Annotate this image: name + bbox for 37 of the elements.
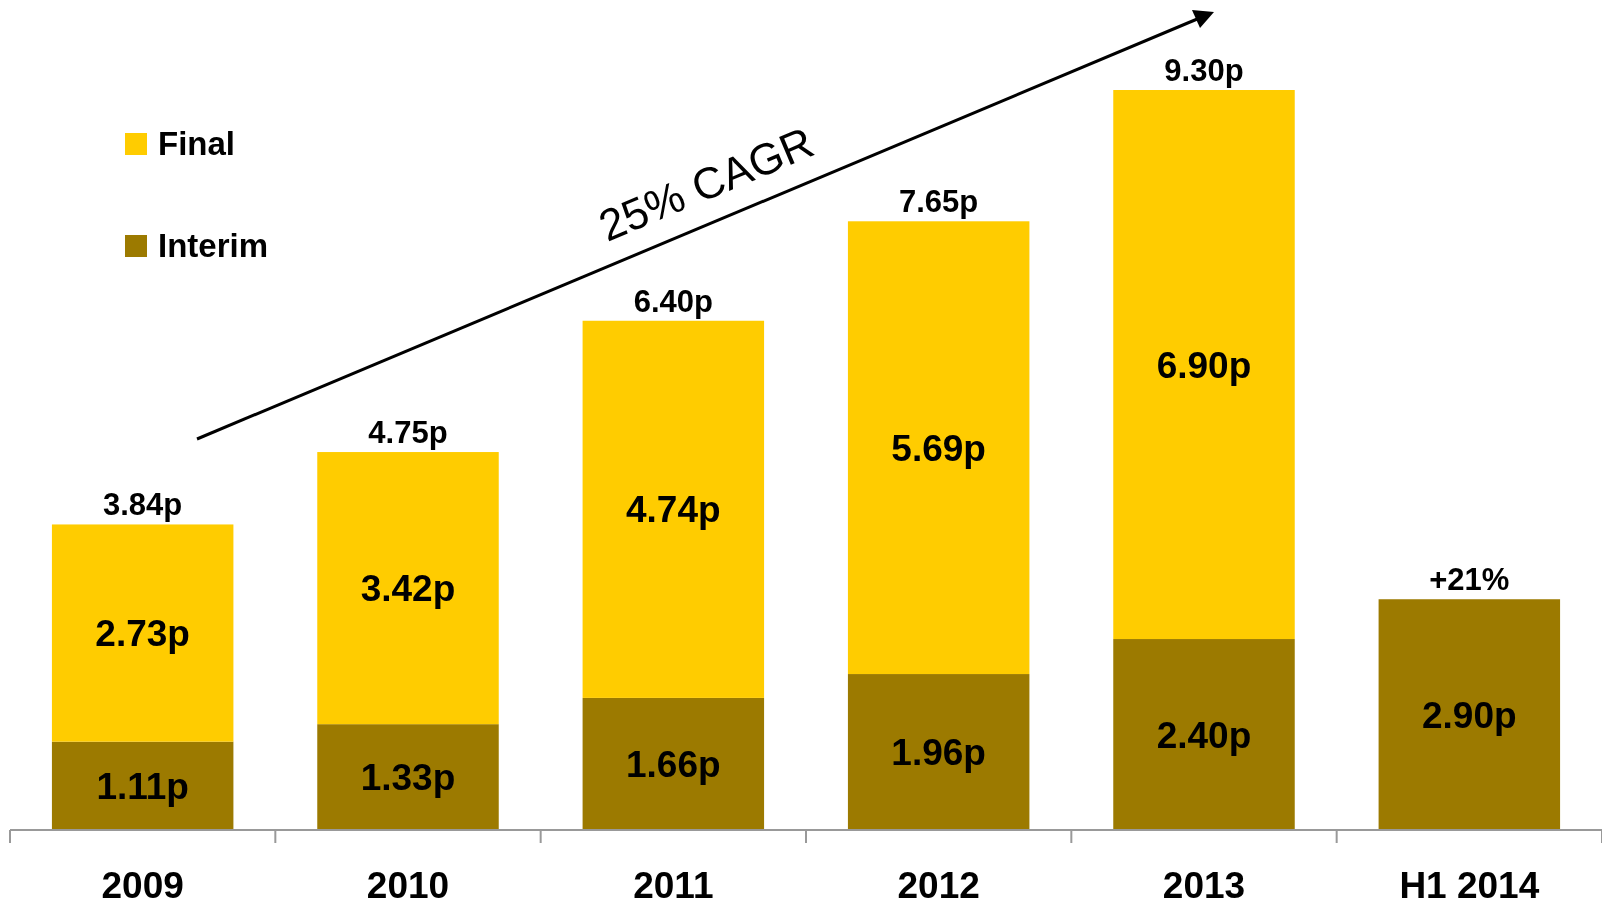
data-label: 1.96p: [891, 732, 986, 774]
total-label: 4.75p: [368, 415, 448, 451]
bar: [317, 452, 499, 725]
bar: [1113, 639, 1295, 830]
data-label: 2.90p: [1422, 694, 1517, 736]
data-label: 3.42p: [360, 568, 456, 610]
data-label: 2.73p: [95, 613, 190, 655]
data-label: 5.69p: [891, 427, 986, 469]
bar: [582, 320, 765, 698]
total-label: 3.84p: [103, 487, 183, 523]
annotation: +21%: [1429, 562, 1510, 598]
total-label: 6.40p: [633, 283, 713, 319]
x-tick-label: 2009: [101, 865, 184, 906]
data-label: 4.74p: [626, 489, 721, 531]
x-tick-label: H1 2014: [1399, 865, 1540, 906]
data-label: 1.33p: [360, 757, 456, 799]
legend-label: Final: [158, 125, 236, 162]
bar: [1378, 599, 1561, 830]
data-label: 1.11p: [96, 765, 189, 807]
annotation: 25% CAGR: [591, 117, 821, 251]
bar: [317, 724, 499, 830]
bar: [582, 697, 765, 830]
x-tick-label: 2010: [366, 865, 450, 906]
bar: [847, 674, 1030, 830]
x-tick-label: 2011: [633, 865, 714, 906]
data-label: 6.90p: [1156, 344, 1252, 386]
total-label: 7.65p: [899, 184, 979, 220]
legend-label: Interim: [158, 227, 269, 264]
bar: [1113, 90, 1295, 640]
bar: [51, 741, 234, 830]
bar: [847, 221, 1030, 675]
x-tick-label: 2012: [897, 865, 980, 906]
bar: [51, 524, 234, 742]
total-label: 9.30p: [1164, 53, 1244, 88]
data-label: 2.40p: [1156, 714, 1252, 756]
x-tick-label: 2013: [1162, 865, 1246, 906]
data-label: 1.66p: [626, 743, 721, 785]
